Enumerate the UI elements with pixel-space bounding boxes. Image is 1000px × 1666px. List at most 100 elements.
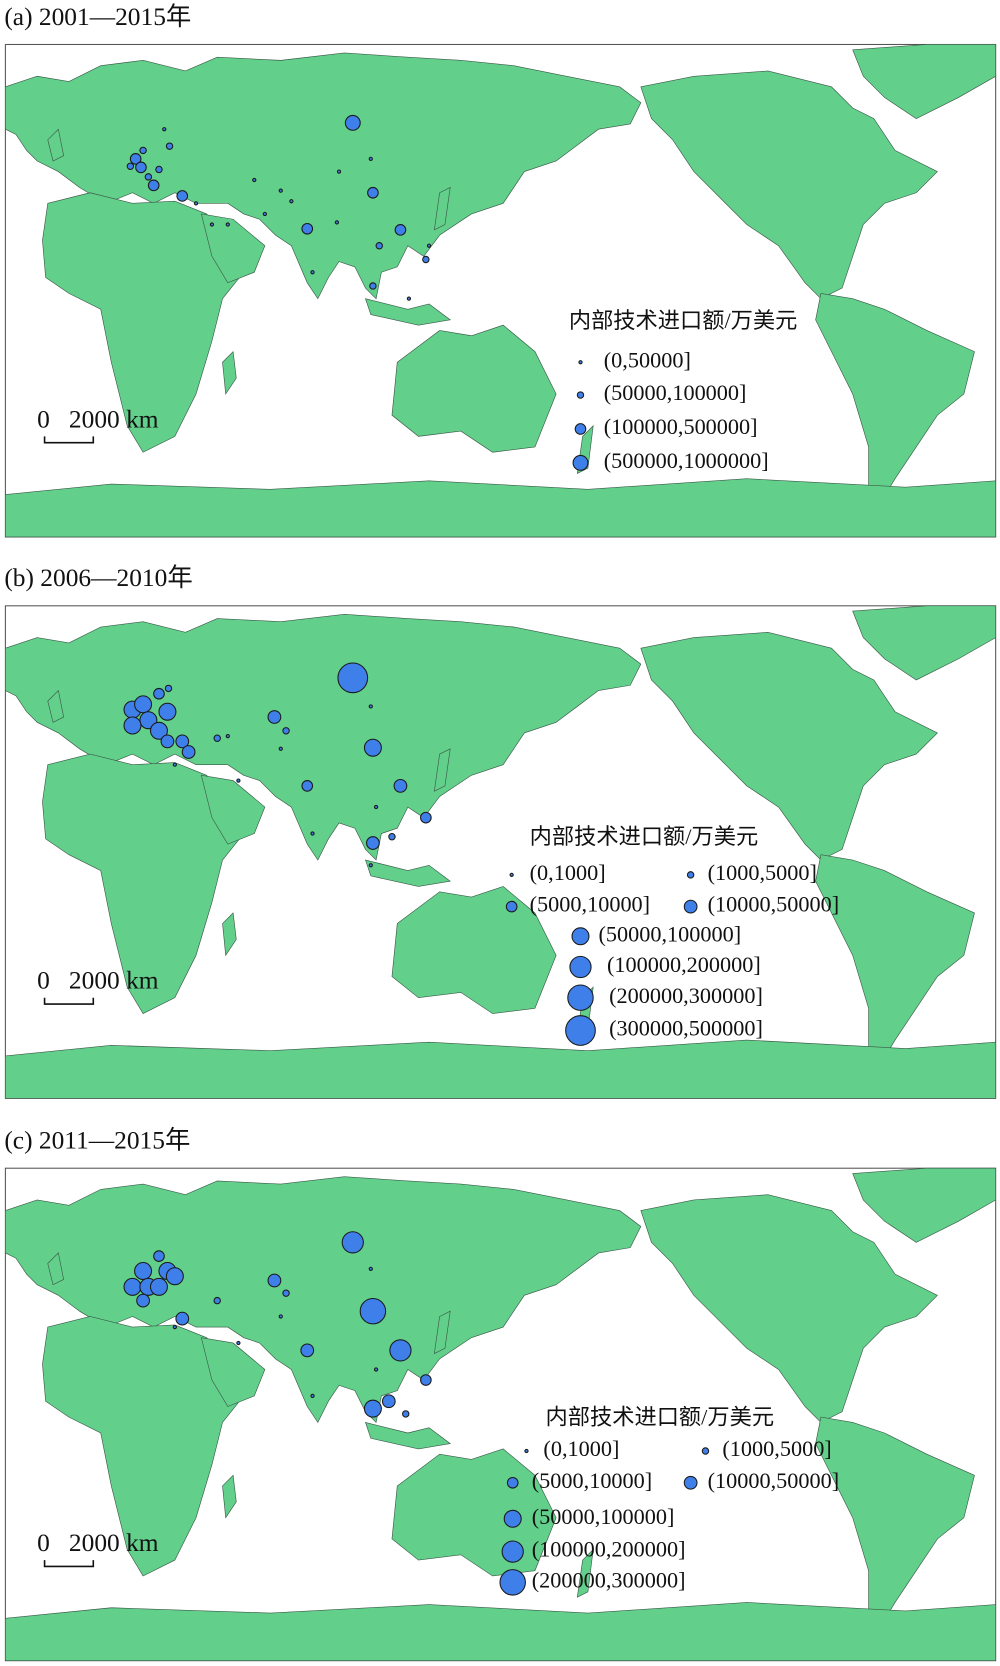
map-panel: 内部技术进口额/万美元 (0,50000] (50000,100000] (10000… <box>4 43 997 538</box>
bubble <box>341 1231 364 1254</box>
legend-symbol <box>569 955 592 979</box>
panel-title: (c) 2011—2015年 <box>4 1127 190 1155</box>
bubble <box>406 296 412 301</box>
legend-label: (300000,500000] <box>609 1016 763 1041</box>
bubble <box>165 1267 184 1286</box>
legend-symbol <box>503 1509 522 1528</box>
bubble <box>368 863 373 868</box>
bubble <box>236 778 241 783</box>
bubble <box>363 1399 382 1418</box>
bubble <box>139 146 147 155</box>
bubble <box>193 201 199 206</box>
bubble <box>267 1273 282 1288</box>
bubble <box>301 780 314 792</box>
legend-symbol <box>686 871 695 879</box>
scale-bar <box>43 436 95 444</box>
basemap <box>4 43 997 538</box>
bubble <box>136 1293 150 1308</box>
bubble <box>337 662 369 694</box>
bubble <box>369 282 377 290</box>
legend-label: (100000,500000] <box>604 414 758 439</box>
scale-zero: 0 <box>37 405 50 433</box>
legend-label: (500000,1000000] <box>604 448 769 473</box>
bubble <box>301 222 314 235</box>
legend-symbol <box>683 899 698 914</box>
bubble <box>213 1296 221 1305</box>
scale-bar <box>43 1560 95 1568</box>
bubble <box>175 734 190 749</box>
bubble <box>402 1410 410 1418</box>
legend-label: (1000,5000] <box>722 1436 831 1461</box>
bubble <box>367 186 379 199</box>
legend-symbol <box>524 1448 529 1454</box>
bubble <box>375 242 383 250</box>
legend-symbol <box>571 927 590 946</box>
legend-title: 内部技术进口额/万美元 <box>546 1404 775 1429</box>
bubble <box>426 243 432 248</box>
bubble <box>310 831 315 836</box>
bubble <box>162 127 167 132</box>
bubble <box>373 804 379 810</box>
legend-symbol <box>567 984 594 1011</box>
scale-zero: 0 <box>37 1529 50 1557</box>
bubble <box>278 746 283 751</box>
legend-label: (0,50000] <box>604 347 691 372</box>
bubble <box>160 734 175 749</box>
legend-symbol <box>509 872 514 877</box>
bubble <box>420 811 432 824</box>
bubble <box>366 836 380 850</box>
bubble <box>164 684 173 693</box>
bubble <box>422 255 430 264</box>
legend-symbol <box>576 391 585 399</box>
legend-symbol <box>578 360 583 365</box>
bubble <box>135 161 147 174</box>
bubble <box>282 727 290 735</box>
bubble <box>368 704 373 709</box>
bubble <box>336 169 342 174</box>
bubble <box>153 687 165 700</box>
bubble <box>381 1394 396 1409</box>
panel-title: (a) 2001—2015年 <box>4 3 191 31</box>
bubble <box>310 270 315 275</box>
bubble <box>300 1343 315 1358</box>
legend-label: (50000,100000] <box>604 380 747 405</box>
legend-symbol <box>506 1476 519 1489</box>
legend-symbol <box>499 1569 526 1596</box>
bubble <box>213 734 221 742</box>
legend-symbol <box>505 900 518 913</box>
bubble <box>278 1314 283 1319</box>
bubble <box>153 1250 165 1262</box>
bubble <box>147 179 160 192</box>
bubble <box>134 1261 153 1280</box>
bubble <box>267 710 282 724</box>
legend-label: (100000,200000] <box>607 952 761 977</box>
legend-symbol <box>501 1540 524 1563</box>
legend-title: 内部技术进口额/万美元 <box>569 308 798 333</box>
legend-label: (50000,100000] <box>532 1504 675 1529</box>
bubble <box>149 721 168 740</box>
legend-label: (1000,5000] <box>708 860 817 885</box>
bubble <box>158 702 177 721</box>
scale-distance: 2000 km <box>69 1529 159 1557</box>
bubble <box>172 1324 177 1330</box>
bubble <box>176 190 189 202</box>
bubble <box>344 114 361 131</box>
map-panel: 内部技术进口额/万美元 (0,1000] (1000,5000] (5000,1000… <box>4 605 997 1099</box>
map-panel: 内部技术进口额/万美元 (0,1000] (1000,5000] (5000,1000… <box>4 1167 997 1662</box>
legend-title: 内部技术进口额/万美元 <box>530 824 759 849</box>
bubble <box>310 1393 315 1399</box>
bubble <box>394 224 407 236</box>
legend-symbol <box>683 1475 698 1490</box>
legend-symbol <box>574 423 587 435</box>
basemap <box>4 605 997 1099</box>
legend-symbol <box>572 454 589 471</box>
bubble <box>389 1339 412 1362</box>
scale-distance: 2000 km <box>69 967 159 995</box>
legend-symbol <box>565 1015 596 1046</box>
scale-distance: 2000 km <box>69 405 159 433</box>
legend-label: (10000,50000] <box>708 1468 840 1493</box>
bubble <box>252 177 257 183</box>
bubble <box>126 162 135 170</box>
